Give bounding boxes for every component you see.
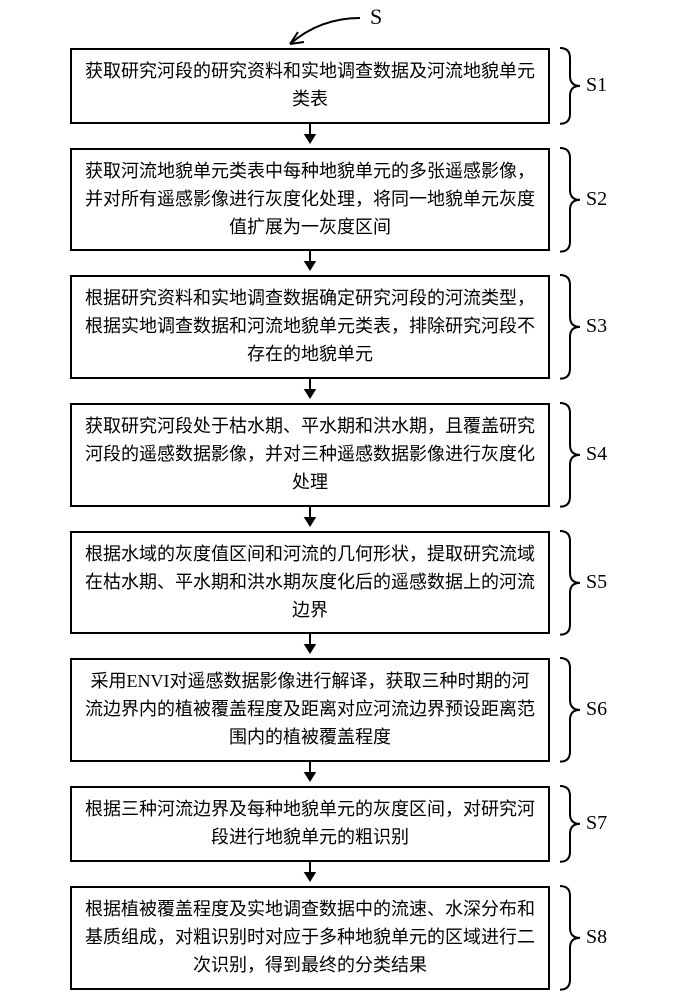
start-arrow bbox=[270, 14, 366, 52]
step-label-s4: S4 bbox=[586, 443, 607, 466]
step-label-s8: S8 bbox=[586, 926, 607, 949]
step-box-s5: 根据水域的灰度值区间和河流的几何形状，提取研究流域在枯水期、平水期和洪水期灰度化… bbox=[70, 531, 550, 635]
step-text: 根据水域的灰度值区间和河流的几何形状，提取研究流域在枯水期、平水期和洪水期灰度化… bbox=[85, 544, 535, 620]
flowchart-container: 获取研究河段的研究资料和实地调查数据及河流地貌单元类表获取河流地貌单元类表中每种… bbox=[70, 48, 590, 990]
step-label-s2: S2 bbox=[586, 188, 607, 211]
step-box-s7: 根据三种河流边界及每种地貌单元的灰度区间，对研究河段进行地貌单元的粗识别 bbox=[70, 786, 550, 862]
arrow-down bbox=[70, 862, 550, 886]
step-box-s1: 获取研究河段的研究资料和实地调查数据及河流地貌单元类表 bbox=[70, 48, 550, 124]
step-label-s1: S1 bbox=[586, 74, 607, 97]
step-box-s4: 获取研究河段处于枯水期、平水期和洪水期，且覆盖研究河段的遥感数据影像，并对三种遥… bbox=[70, 403, 550, 507]
step-box-s6: 采用ENVI对遥感数据影像进行解译，获取三种时期的河流边界内的植被覆盖程度及距离… bbox=[70, 658, 550, 762]
arrow-down bbox=[70, 762, 550, 786]
step-label-s6: S6 bbox=[586, 698, 607, 721]
arrow-down bbox=[70, 507, 550, 531]
step-box-s3: 根据研究资料和实地调查数据确定研究河段的河流类型，根据实地调查数据和河流地貌单元… bbox=[70, 275, 550, 379]
step-text: 获取河流地貌单元类表中每种地貌单元的多张遥感影像，并对所有遥感影像进行灰度化处理… bbox=[85, 161, 535, 237]
arrow-down bbox=[70, 379, 550, 403]
step-text: 获取研究河段处于枯水期、平水期和洪水期，且覆盖研究河段的遥感数据影像，并对三种遥… bbox=[85, 416, 535, 492]
step-label-s5: S5 bbox=[586, 571, 607, 594]
step-box-s2: 获取河流地貌单元类表中每种地貌单元的多张遥感影像，并对所有遥感影像进行灰度化处理… bbox=[70, 148, 550, 252]
arrow-down bbox=[70, 634, 550, 658]
step-text: 获取研究河段的研究资料和实地调查数据及河流地貌单元类表 bbox=[85, 61, 535, 109]
arrow-down bbox=[70, 124, 550, 148]
step-text: 根据研究资料和实地调查数据确定研究河段的河流类型，根据实地调查数据和河流地貌单元… bbox=[85, 288, 535, 364]
step-label-s7: S7 bbox=[586, 812, 607, 835]
step-box-s8: 根据植被覆盖程度及实地调查数据中的流速、水深分布和基质组成，对粗识别时对应于多种… bbox=[70, 886, 550, 990]
step-text: 根据植被覆盖程度及实地调查数据中的流速、水深分布和基质组成，对粗识别时对应于多种… bbox=[85, 899, 535, 975]
step-text: 采用ENVI对遥感数据影像进行解译，获取三种时期的河流边界内的植被覆盖程度及距离… bbox=[85, 671, 535, 747]
arrow-down bbox=[70, 251, 550, 275]
step-label-s3: S3 bbox=[586, 315, 607, 338]
start-label: S bbox=[370, 4, 382, 30]
step-text: 根据三种河流边界及每种地貌单元的灰度区间，对研究河段进行地貌单元的粗识别 bbox=[85, 799, 535, 847]
